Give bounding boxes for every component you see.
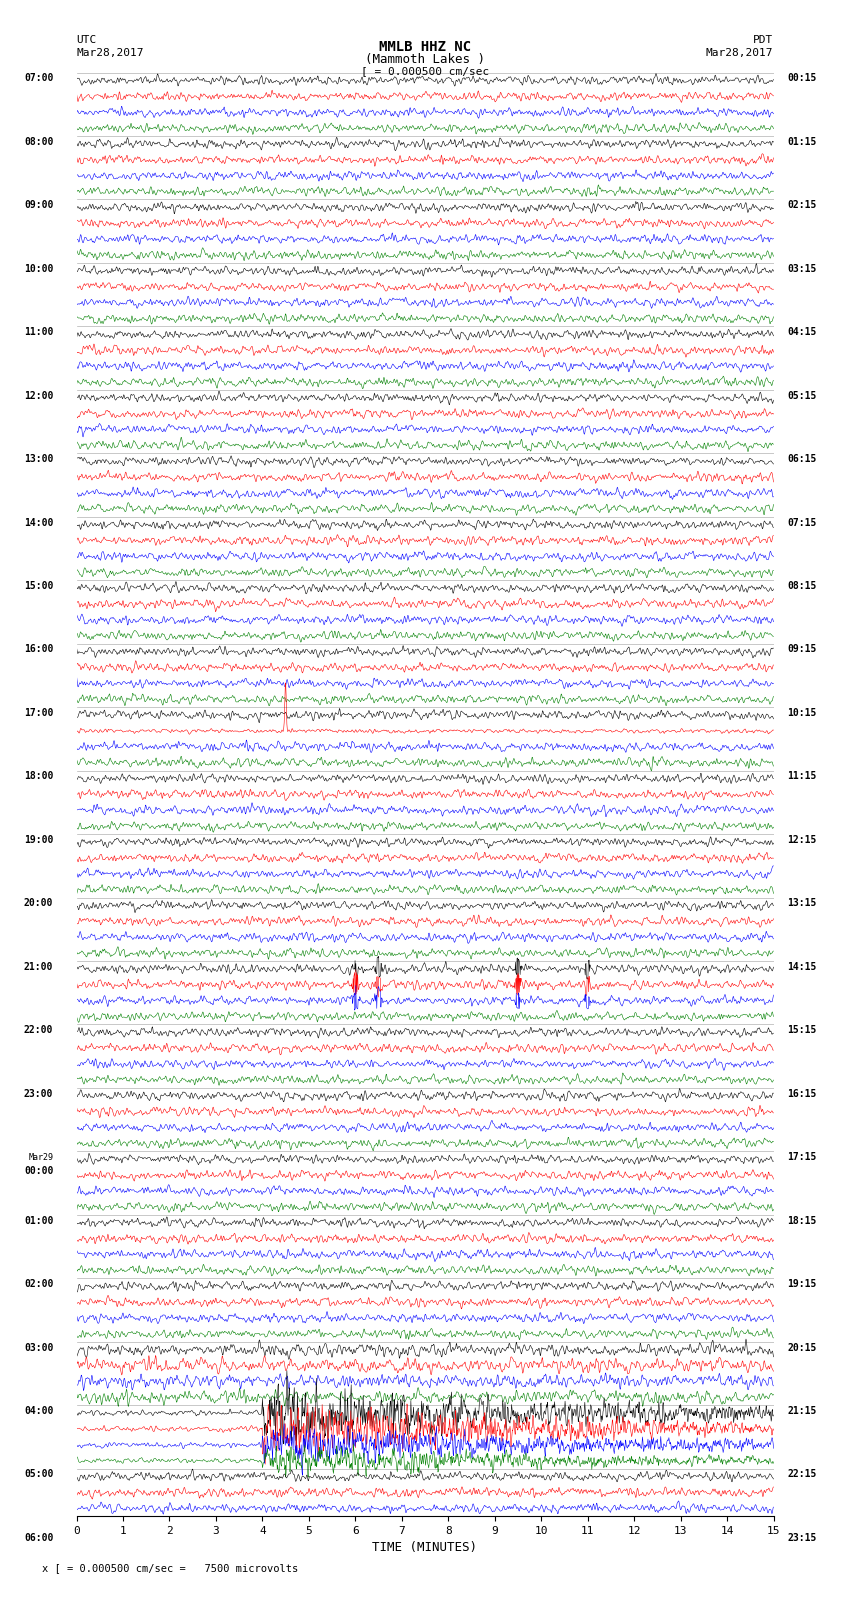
Text: 11:15: 11:15 bbox=[787, 771, 817, 781]
Text: 03:00: 03:00 bbox=[24, 1342, 54, 1353]
Text: PDT: PDT bbox=[753, 35, 774, 45]
Text: 15:15: 15:15 bbox=[787, 1026, 817, 1036]
Text: 08:15: 08:15 bbox=[787, 581, 817, 590]
Text: 14:15: 14:15 bbox=[787, 961, 817, 971]
Text: x [ = 0.000500 cm/sec =   7500 microvolts: x [ = 0.000500 cm/sec = 7500 microvolts bbox=[42, 1563, 298, 1573]
Text: [ = 0.000500 cm/sec: [ = 0.000500 cm/sec bbox=[361, 66, 489, 76]
Text: 20:00: 20:00 bbox=[24, 898, 54, 908]
Text: 19:00: 19:00 bbox=[24, 836, 54, 845]
Text: 18:15: 18:15 bbox=[787, 1216, 817, 1226]
Text: 20:15: 20:15 bbox=[787, 1342, 817, 1353]
Text: 11:00: 11:00 bbox=[24, 327, 54, 337]
Text: 17:00: 17:00 bbox=[24, 708, 54, 718]
Text: 18:00: 18:00 bbox=[24, 771, 54, 781]
Text: 10:15: 10:15 bbox=[787, 708, 817, 718]
Text: Mar28,2017: Mar28,2017 bbox=[706, 48, 774, 58]
Text: 17:15: 17:15 bbox=[787, 1152, 817, 1161]
Text: 01:00: 01:00 bbox=[24, 1216, 54, 1226]
Text: Mar28,2017: Mar28,2017 bbox=[76, 48, 144, 58]
Text: 22:15: 22:15 bbox=[787, 1469, 817, 1479]
Text: 04:00: 04:00 bbox=[24, 1407, 54, 1416]
Text: 21:00: 21:00 bbox=[24, 961, 54, 971]
Text: 12:15: 12:15 bbox=[787, 836, 817, 845]
Text: 02:00: 02:00 bbox=[24, 1279, 54, 1289]
Text: UTC: UTC bbox=[76, 35, 97, 45]
Text: 06:00: 06:00 bbox=[24, 1532, 54, 1544]
Text: 16:15: 16:15 bbox=[787, 1089, 817, 1098]
Text: 08:00: 08:00 bbox=[24, 137, 54, 147]
Text: 07:15: 07:15 bbox=[787, 518, 817, 527]
Text: 05:15: 05:15 bbox=[787, 390, 817, 400]
Text: (Mammoth Lakes ): (Mammoth Lakes ) bbox=[365, 53, 485, 66]
Text: MMLB HHZ NC: MMLB HHZ NC bbox=[379, 40, 471, 55]
Text: 23:15: 23:15 bbox=[787, 1532, 817, 1544]
Text: 01:15: 01:15 bbox=[787, 137, 817, 147]
Text: 00:15: 00:15 bbox=[787, 73, 817, 84]
Text: 19:15: 19:15 bbox=[787, 1279, 817, 1289]
Text: 12:00: 12:00 bbox=[24, 390, 54, 400]
Text: 09:15: 09:15 bbox=[787, 645, 817, 655]
Text: 15:00: 15:00 bbox=[24, 581, 54, 590]
Text: 00:00: 00:00 bbox=[24, 1166, 54, 1176]
Text: 04:15: 04:15 bbox=[787, 327, 817, 337]
Text: 22:00: 22:00 bbox=[24, 1026, 54, 1036]
X-axis label: TIME (MINUTES): TIME (MINUTES) bbox=[372, 1542, 478, 1555]
Text: 13:15: 13:15 bbox=[787, 898, 817, 908]
Text: 13:00: 13:00 bbox=[24, 455, 54, 465]
Text: 21:15: 21:15 bbox=[787, 1407, 817, 1416]
Text: 03:15: 03:15 bbox=[787, 265, 817, 274]
Text: 23:00: 23:00 bbox=[24, 1089, 54, 1098]
Text: 06:15: 06:15 bbox=[787, 455, 817, 465]
Text: 07:00: 07:00 bbox=[24, 73, 54, 84]
Text: 10:00: 10:00 bbox=[24, 265, 54, 274]
Text: 14:00: 14:00 bbox=[24, 518, 54, 527]
Text: 02:15: 02:15 bbox=[787, 200, 817, 210]
Text: 09:00: 09:00 bbox=[24, 200, 54, 210]
Text: Mar29: Mar29 bbox=[28, 1153, 54, 1161]
Text: 05:00: 05:00 bbox=[24, 1469, 54, 1479]
Text: 16:00: 16:00 bbox=[24, 645, 54, 655]
